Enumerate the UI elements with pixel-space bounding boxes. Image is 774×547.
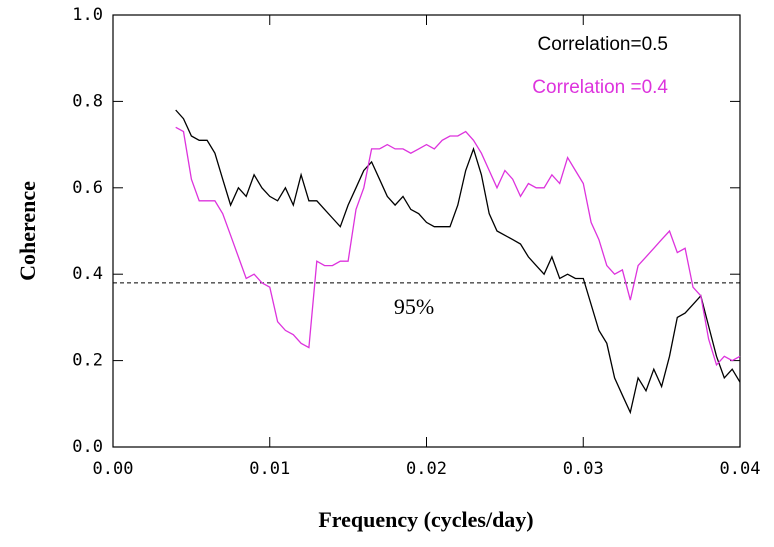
y-tick-label: 0.2 [72, 351, 103, 371]
y-axis-title: Coherence [15, 181, 40, 281]
series-line [175, 109, 741, 415]
y-tick-label: 0.8 [72, 91, 103, 111]
x-tick-label: 0.01 [249, 459, 290, 479]
x-tick-label: 0.00 [93, 459, 134, 479]
y-tick-label: 0.0 [72, 437, 103, 457]
x-tick-label: 0.03 [563, 459, 604, 479]
legend-label: Correlation =0.4 [532, 77, 668, 98]
y-tick-label: 1.0 [72, 5, 103, 25]
x-tick-label: 0.02 [406, 459, 447, 479]
series-line [175, 126, 741, 367]
threshold-label: 95% [394, 294, 434, 319]
legend-label: Correlation=0.5 [538, 34, 668, 55]
y-tick-label: 0.6 [72, 178, 103, 198]
x-axis-title: Frequency (cycles/day) [318, 507, 533, 532]
y-tick-label: 0.4 [72, 264, 103, 284]
x-tick-label: 0.04 [720, 459, 761, 479]
